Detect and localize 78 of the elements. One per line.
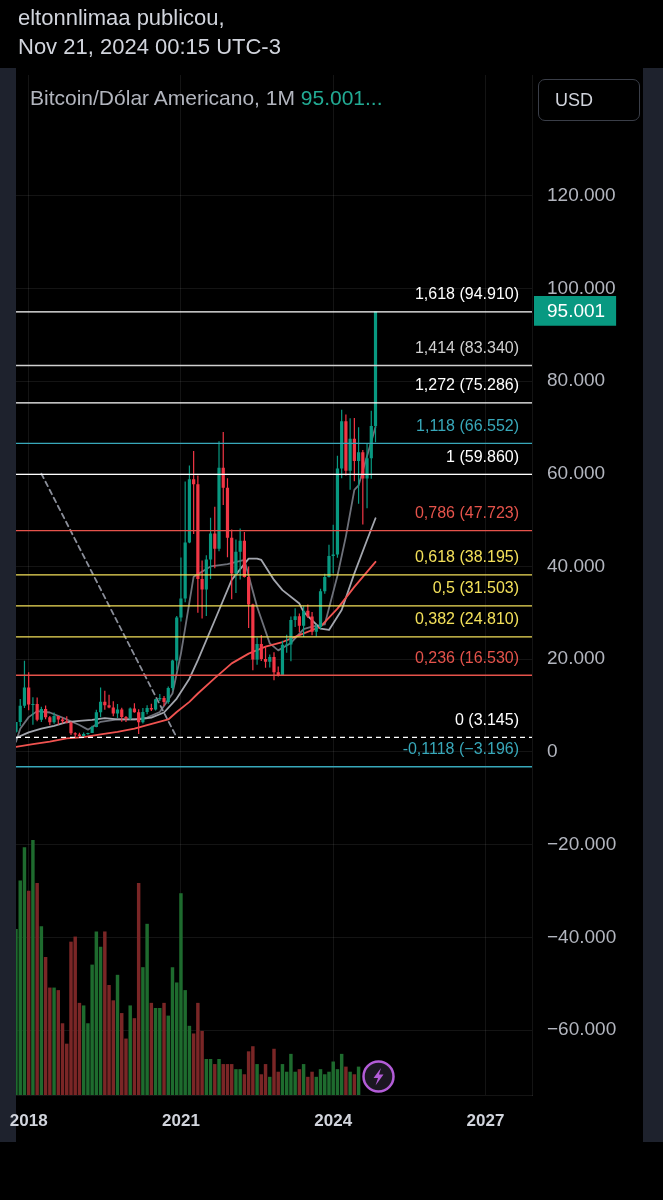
candlestick: [365, 443, 369, 509]
candlestick: [327, 544, 331, 578]
y-tick-label: 60.000: [547, 461, 606, 483]
bar: [331, 1061, 335, 1095]
y-tick-label: −40.000: [547, 925, 617, 947]
candlestick: [107, 694, 111, 709]
y-axis-title: USD: [555, 90, 594, 111]
bar: [268, 1076, 272, 1095]
x-tick-label: 2027: [466, 1110, 505, 1130]
ref-line-label: 0,382 (24.810): [414, 610, 519, 628]
bar: [306, 1076, 310, 1095]
bar: [348, 1071, 352, 1095]
y-tick-label: 100.000: [547, 276, 616, 298]
bar: [145, 923, 149, 1095]
bar: [310, 1071, 314, 1095]
bar: [255, 1064, 259, 1095]
bar: [52, 987, 56, 1095]
candlestick: [69, 721, 73, 735]
candlestick: [86, 732, 90, 735]
y-tick-label: 20.000: [547, 647, 606, 669]
ref-line-label: 0,786 (47.723): [414, 504, 519, 522]
currency-button: USD: [538, 79, 640, 121]
bar: [289, 1053, 293, 1095]
bar: [272, 1048, 276, 1095]
candlestick: [73, 732, 77, 738]
ref-line-label: -0,1118 (−3.196): [402, 740, 519, 758]
candlestick: [310, 611, 314, 636]
candlestick: [289, 616, 293, 662]
candlestick: [234, 539, 238, 593]
candlestick: [272, 652, 276, 681]
bar: [69, 941, 73, 1095]
bar: [35, 883, 39, 1095]
ref-line-label: 0,236 (16.530): [414, 648, 519, 666]
candlestick: [31, 697, 35, 725]
x-tick-label: 2024: [314, 1110, 353, 1130]
text: Nov 21, 2024 00:15 UTC-3: [18, 34, 281, 60]
candlestick: [200, 560, 204, 619]
ref-line-label: 1,618 (94.910): [414, 285, 519, 303]
candlestick: [162, 695, 166, 707]
bar: [344, 1066, 348, 1095]
candlestick: [344, 414, 348, 476]
y-tick-label: 120.000: [547, 183, 616, 205]
text: eltonnlimaa publicou,: [18, 5, 225, 31]
y-tick-label: −20.000: [547, 832, 617, 854]
text: 95.001...: [300, 86, 383, 109]
y-tick-label: −60.000: [547, 1018, 617, 1040]
ref-line-label: 0 (3.145): [454, 710, 519, 728]
y-tick-label: 95.001: [547, 299, 606, 321]
bar: [238, 1069, 242, 1095]
y-tick-label: 0: [547, 740, 558, 762]
bar: [73, 936, 77, 1095]
bar: [179, 893, 183, 1095]
candlestick: [52, 712, 56, 724]
bar: [217, 1058, 221, 1095]
text: Bitcoin/Dólar Americano, 1M: [30, 86, 295, 109]
bar: [251, 1046, 255, 1095]
ref-line-label: 1,118 (66.552): [416, 416, 519, 434]
x-tick-label: 2021: [162, 1110, 200, 1130]
y-tick-label: 40.000: [547, 554, 606, 576]
bar: [234, 1069, 238, 1095]
ref-line-label: 1 (59.860): [446, 447, 519, 465]
bar: [213, 1064, 217, 1095]
ref-line-label: 1,272 (75.286): [414, 376, 519, 394]
bar: [128, 1005, 132, 1095]
bar: [31, 840, 35, 1095]
bar: [158, 1007, 162, 1095]
candlestick: [124, 715, 128, 723]
ref-line-label: 1,414 (83.340): [414, 338, 519, 356]
bar: [162, 1002, 166, 1095]
candlestick: [179, 557, 183, 622]
x-tick-label: 2018: [9, 1110, 48, 1130]
bar: [103, 931, 107, 1095]
ref-line-label: 0,618 (38.195): [414, 548, 519, 566]
y-tick-label: 80.000: [547, 369, 606, 391]
ref-line-label: 0,5 (31.503): [432, 579, 519, 597]
bar: [196, 1002, 200, 1095]
candlestick: [255, 637, 259, 665]
candlestick: [217, 441, 221, 552]
